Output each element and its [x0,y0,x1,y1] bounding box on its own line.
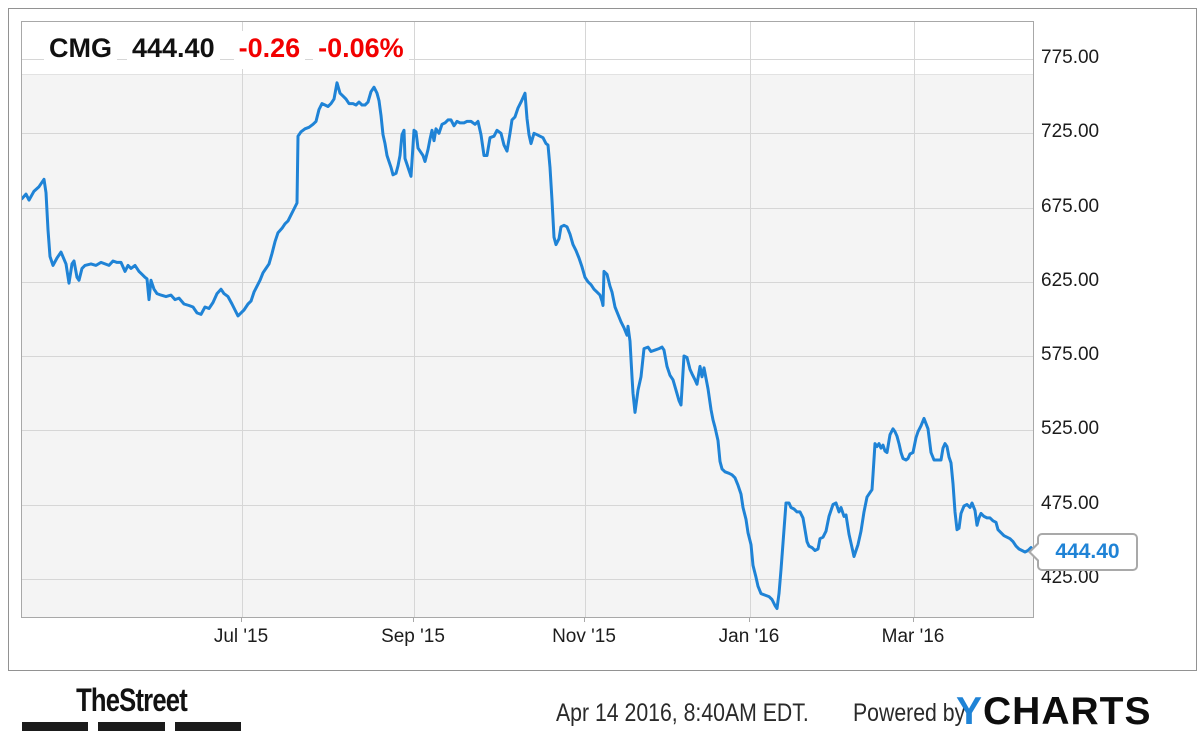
thestreet-underline [22,722,241,731]
thestreet-wordmark: TheStreet [76,682,188,718]
thestreet-logo: TheStreet [22,682,241,731]
x-axis-label: Jul '15 [213,626,269,647]
thestreet-underline-bar [22,722,89,731]
last-price: 444.40 [127,31,220,69]
price-series [22,81,1033,610]
y-axis-label: 425.00 [1041,566,1100,588]
thestreet-underline-bar [174,722,241,731]
x-axis-label: Mar '16 [881,626,945,647]
plot-area: CMG 444.40 -0.26 -0.06% [21,21,1034,618]
x-axis-tick [584,617,585,622]
powered-by-label: Powered by [853,699,966,727]
ycharts-logo: YCHARTS [956,690,1152,734]
thestreet-underline-bar [98,722,165,731]
y-axis-label: 575.00 [1041,344,1100,365]
y-axis-label: 725.00 [1041,121,1100,143]
timestamp: Apr 14 2016, 8:40AM EDT. [556,699,809,727]
quote-header: CMG 444.40 -0.26 -0.06% [44,31,409,69]
ycharts-logo-y: Y [956,690,984,733]
y-axis-label: 775.00 [1041,47,1100,68]
price-change: -0.26 [233,31,306,69]
x-axis-label: Nov '15 [552,626,616,647]
price-change-percent: -0.06% [313,31,409,69]
callout-value: 444.40 [1055,540,1120,563]
y-axis-label: 625.00 [1041,269,1100,291]
y-axis-label: 675.00 [1041,195,1100,217]
x-axis-label: Sep '15 [381,626,445,647]
price-line-chart [22,22,1033,617]
x-axis-tick [913,617,914,622]
x-axis-tick [749,617,750,622]
y-axis-label: 475.00 [1041,492,1100,514]
ticker-symbol: CMG [44,31,117,69]
x-axis-tick [413,617,414,622]
x-axis-label: Jan '16 [718,626,780,647]
x-axis-tick [241,617,242,622]
ycharts-logo-charts: CHARTS [983,690,1152,733]
y-axis-label: 525.00 [1041,418,1100,440]
last-price-callout: 444.40 [1037,533,1138,571]
